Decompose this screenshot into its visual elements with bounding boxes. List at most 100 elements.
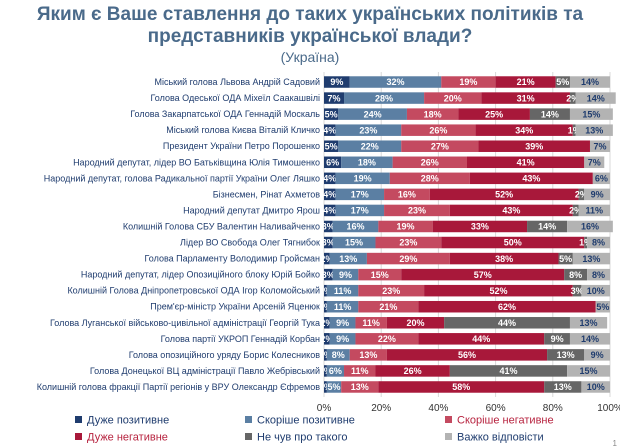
category-label: Народний депутат Дмитро Ярош bbox=[183, 205, 320, 215]
data-label: 39% bbox=[525, 141, 543, 151]
bar-segment bbox=[581, 381, 610, 393]
category-label: Голова Луганської військово-цивільної ад… bbox=[50, 318, 320, 328]
data-label: 2% bbox=[575, 190, 588, 200]
title-line-2: представників української влади? bbox=[147, 26, 473, 47]
x-tick-label: 80% bbox=[543, 403, 563, 414]
data-label: 26% bbox=[404, 366, 422, 376]
bar-segment bbox=[441, 76, 496, 88]
bar-segment bbox=[572, 124, 576, 136]
data-label: 4% bbox=[323, 206, 336, 216]
data-label: 5% bbox=[325, 109, 338, 119]
bar-segment bbox=[575, 124, 613, 136]
bar-segment bbox=[324, 172, 336, 185]
bar-segment bbox=[358, 284, 425, 297]
bar-segment bbox=[558, 252, 573, 265]
data-label: 11% bbox=[351, 366, 369, 376]
data-label: 14% bbox=[581, 334, 599, 344]
data-label: 50% bbox=[504, 238, 522, 248]
bar-segment bbox=[569, 333, 610, 345]
category-label: Колишній голова фракції Партії регіонів … bbox=[37, 382, 320, 392]
data-label: 41% bbox=[499, 366, 517, 376]
data-label: 22% bbox=[378, 334, 396, 344]
bar-segment bbox=[569, 92, 576, 104]
data-label: 38% bbox=[495, 254, 513, 264]
bar-segment bbox=[355, 317, 387, 329]
bar-segment bbox=[572, 252, 610, 265]
bar-segment bbox=[495, 76, 556, 88]
bar-segment bbox=[564, 268, 588, 281]
data-label: 8% bbox=[332, 350, 345, 360]
data-label: 13% bbox=[580, 318, 598, 328]
bar-segment bbox=[544, 381, 582, 393]
bar-segment bbox=[595, 300, 610, 313]
bar-segment bbox=[592, 172, 610, 185]
bar-segment bbox=[432, 220, 528, 233]
data-label: 15% bbox=[345, 238, 363, 248]
data-label: 2% bbox=[320, 254, 333, 264]
data-label: 6% bbox=[326, 157, 339, 167]
category-label: Лідер ВО Свобода Олег Тягнибок bbox=[180, 238, 320, 248]
bar-segment bbox=[578, 188, 585, 201]
bar-segment bbox=[589, 140, 610, 152]
bar-segment bbox=[401, 140, 479, 152]
data-label: 3% bbox=[571, 286, 584, 296]
data-label: 7% bbox=[593, 141, 606, 151]
data-label: 8% bbox=[569, 270, 582, 280]
data-label: 9% bbox=[330, 77, 343, 87]
data-label: 9% bbox=[591, 190, 604, 200]
bar-segment bbox=[401, 268, 565, 281]
data-label: 9% bbox=[336, 334, 349, 344]
bar-segment bbox=[326, 284, 359, 297]
bar-segment bbox=[335, 172, 390, 185]
bar-segment bbox=[584, 349, 610, 361]
data-label: 21% bbox=[517, 77, 535, 87]
bar-segment bbox=[338, 108, 407, 120]
data-label: 19% bbox=[354, 174, 372, 184]
bar-segment bbox=[326, 349, 350, 361]
category-label: Голова Парламенту Володимир Гройсман bbox=[145, 254, 321, 264]
bar-segment bbox=[332, 268, 359, 281]
bar-segment bbox=[449, 204, 573, 217]
data-label: 56% bbox=[458, 350, 476, 360]
data-label: 1% bbox=[579, 238, 592, 248]
category-label: Колишній Голова СБУ Валентин Наливайченк… bbox=[123, 221, 320, 231]
data-label: 5% bbox=[556, 77, 569, 87]
bar-segment bbox=[572, 284, 582, 297]
bar-segment bbox=[324, 108, 339, 120]
data-label: 41% bbox=[517, 157, 535, 167]
bar-segment bbox=[406, 108, 459, 120]
page-number: 1 bbox=[613, 439, 618, 448]
bar-segment bbox=[324, 204, 336, 217]
bar-segment bbox=[418, 300, 596, 313]
data-label: 13% bbox=[339, 254, 357, 264]
bar-segment bbox=[324, 252, 330, 265]
bar-segment bbox=[567, 365, 610, 377]
data-label: 5% bbox=[328, 382, 341, 392]
data-label: 23% bbox=[408, 206, 426, 216]
bar-segment bbox=[575, 92, 616, 104]
data-label: 21% bbox=[379, 302, 397, 312]
data-label: 14% bbox=[538, 222, 556, 232]
data-label: 23% bbox=[399, 238, 417, 248]
bar-segment bbox=[324, 317, 330, 329]
bar-segment bbox=[584, 156, 605, 169]
bar-segment bbox=[569, 108, 613, 120]
x-tick-label: 0% bbox=[317, 403, 332, 414]
bar-segment bbox=[324, 300, 327, 313]
bar-segment bbox=[429, 188, 579, 201]
data-label: 13% bbox=[582, 254, 600, 264]
bar-segment bbox=[332, 236, 376, 249]
data-label: 18% bbox=[424, 109, 442, 119]
bar-segment bbox=[449, 365, 568, 377]
bar-segment bbox=[478, 140, 590, 152]
data-label: 26% bbox=[421, 157, 439, 167]
data-label: 27% bbox=[431, 141, 449, 151]
bar-segment bbox=[569, 76, 610, 88]
legend-label: Не чув про такого bbox=[257, 432, 347, 444]
bar-segment bbox=[469, 172, 593, 185]
data-label: 52% bbox=[489, 286, 507, 296]
data-label: 43% bbox=[502, 206, 520, 216]
category-label: Міський голова Києва Віталій Кличко bbox=[166, 125, 320, 135]
bar-segment bbox=[349, 349, 387, 361]
data-label: 8% bbox=[592, 238, 605, 248]
